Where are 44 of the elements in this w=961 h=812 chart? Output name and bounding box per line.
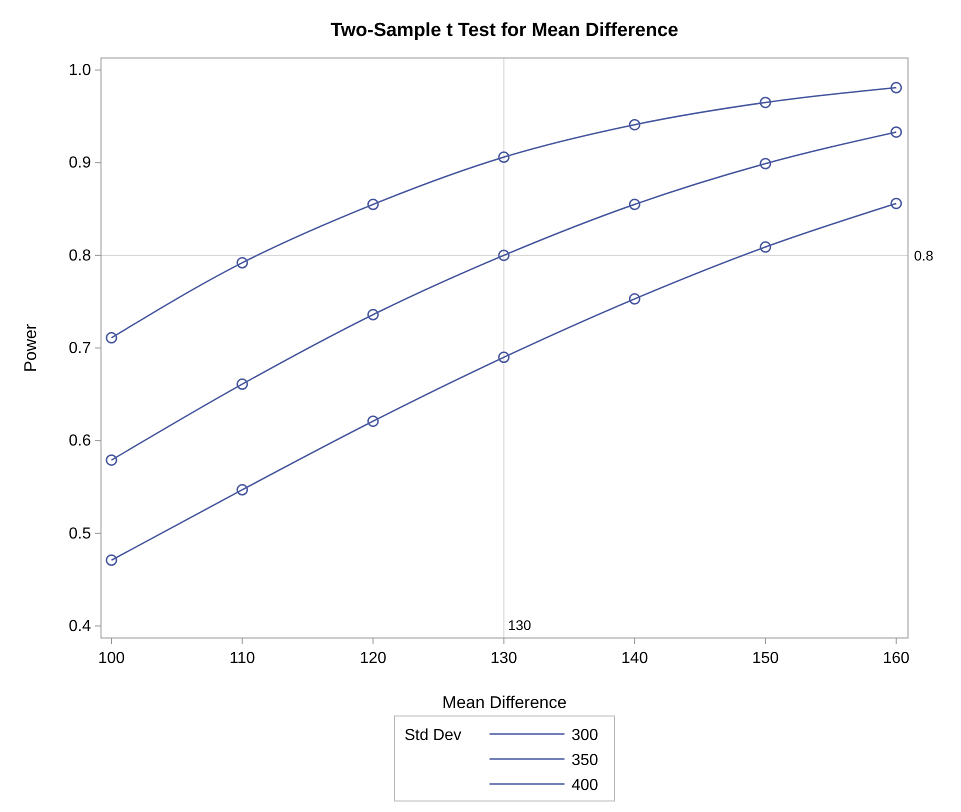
y-tick-label: 0.7 <box>68 340 92 357</box>
y-tick-label: 0.6 <box>68 432 92 450</box>
y-tick-label: 0.4 <box>68 618 92 635</box>
point <box>760 158 772 170</box>
legend-title: Std Dev <box>404 727 462 744</box>
point <box>367 415 379 427</box>
x-tick-label: 160 <box>882 650 910 667</box>
x-tick-label: 130 <box>490 650 518 667</box>
point <box>498 352 510 364</box>
x-axis-title: Mean Difference <box>442 693 567 712</box>
point <box>760 96 772 108</box>
y-tick-label: 0.9 <box>68 154 92 172</box>
point <box>890 198 902 210</box>
point <box>628 118 640 130</box>
y-axis-title: Power <box>21 324 40 372</box>
ref-line-label: 130 <box>508 617 532 633</box>
point <box>367 198 379 210</box>
y-tick-label: 0.5 <box>68 525 92 542</box>
legend-label: 300 <box>572 727 598 744</box>
point <box>628 198 640 210</box>
point <box>236 484 248 496</box>
legend-label: 400 <box>572 777 598 794</box>
point <box>890 82 902 94</box>
x-tick-label: 110 <box>230 650 256 667</box>
point <box>628 293 640 305</box>
point <box>106 454 118 466</box>
ref-line-label: 0.8 <box>914 247 934 264</box>
point <box>367 308 379 320</box>
y-tick-label: 1.0 <box>68 62 92 80</box>
x-tick-label: 120 <box>360 650 386 667</box>
x-tick-label: 150 <box>752 650 779 667</box>
point <box>106 332 118 344</box>
x-tick-label: 140 <box>621 650 648 667</box>
legend-label: 350 <box>572 752 598 769</box>
point <box>498 151 510 163</box>
point <box>106 554 118 566</box>
point <box>498 250 510 262</box>
point <box>236 257 248 269</box>
point <box>236 378 248 390</box>
point <box>760 241 772 253</box>
y-tick-label: 0.8 <box>68 247 92 264</box>
x-tick-label: 100 <box>98 650 125 667</box>
chart-title: Two-Sample t Test for Mean Difference <box>330 20 678 41</box>
point <box>890 126 902 138</box>
